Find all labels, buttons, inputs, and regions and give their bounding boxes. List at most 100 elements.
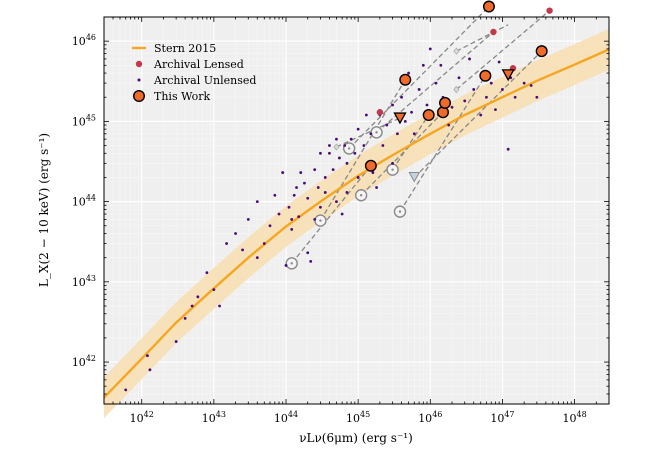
unlensed-point: [381, 144, 385, 147]
legend: Stern 2015 Archival Lensed Archival Unlens…: [132, 42, 256, 103]
magnification-line: [456, 24, 509, 52]
legend-marker: [132, 89, 145, 102]
unlensed-point: [428, 47, 432, 51]
magnification-line: [399, 75, 486, 212]
unlensed-point: [146, 354, 149, 358]
unlensed-point: [362, 144, 366, 147]
unlensed-point: [494, 108, 497, 112]
unlensed-point: [331, 168, 335, 172]
unlensed-point: [335, 137, 338, 141]
unlensed-point: [356, 127, 360, 131]
unlensed-point: [434, 81, 438, 85]
intrinsic-small-marker: [453, 47, 460, 55]
unlensed-point: [262, 242, 266, 245]
unlensed-point: [218, 304, 221, 308]
unlensed-point: [447, 123, 451, 127]
unlensed-point: [501, 88, 504, 91]
unlensed-point: [506, 147, 510, 151]
unlensed-point: [313, 217, 317, 221]
y-axis-label: L_X(2 − 10 keV) (erg s⁻¹): [37, 133, 51, 287]
unlensed-point: [273, 193, 277, 197]
x-tick-label: 1046: [418, 410, 442, 425]
magnification-line: [455, 10, 550, 90]
x-axis-ticks: 1042 1043 1044 1045 1046 1047 1048: [103, 17, 610, 425]
y-tick-label: 1044: [72, 194, 96, 209]
intrinsic-point-center: [347, 147, 351, 150]
this-work-point: [439, 96, 452, 109]
y-tick-label: 1045: [72, 113, 96, 128]
magnification-line: [336, 117, 401, 148]
unlensed-point: [303, 181, 306, 185]
y-tick-label: 1043: [72, 274, 96, 289]
unlensed-point: [306, 196, 310, 200]
unlensed-point: [353, 151, 357, 155]
intrinsic-point-center: [375, 131, 378, 134]
unlensed-point: [297, 215, 301, 219]
unlensed-point: [369, 132, 373, 136]
unlensed-point: [343, 144, 347, 147]
unlensed-point: [323, 191, 327, 194]
stern-2015-relation: [103, 48, 610, 399]
unlensed-point: [241, 248, 244, 252]
unlensed-point: [323, 176, 327, 179]
unlensed-point: [371, 171, 375, 174]
legend-marker: [137, 78, 141, 82]
intrinsic-upper-limit: [408, 171, 421, 183]
unlensed-point: [205, 271, 209, 275]
unlensed-point: [277, 212, 281, 216]
unlensed-point: [364, 113, 368, 117]
unlensed-point: [212, 288, 216, 292]
y-tick-label: 1046: [72, 33, 96, 48]
magnification-line: [348, 6, 490, 149]
legend-label: Stern 2015: [154, 42, 216, 55]
unlensed-point: [396, 132, 399, 136]
intrinsic-small-marker: [453, 85, 460, 94]
unlensed-point: [485, 95, 488, 99]
unlensed-point: [457, 76, 461, 80]
unlensed-point: [345, 191, 349, 194]
unlensed-point: [403, 119, 407, 123]
unlensed-point: [225, 242, 228, 245]
unlensed-point: [335, 200, 338, 204]
intrinsic-small-marker: [333, 143, 340, 151]
magnification-line: [291, 165, 372, 264]
unlensed-point: [529, 84, 533, 87]
magnification-line: [319, 79, 406, 221]
unlensed-point: [174, 340, 178, 343]
legend-label: Archival Unlensed: [153, 74, 256, 87]
unlensed-point: [268, 224, 272, 228]
unlensed-point: [234, 232, 237, 235]
unlensed-point: [319, 151, 322, 155]
unlensed-point: [290, 217, 294, 221]
lensed-point: [376, 109, 384, 116]
unlensed-point: [472, 88, 476, 91]
unlensed-point: [385, 123, 389, 127]
unlensed-point: [292, 193, 296, 197]
this-work-points: [364, 0, 548, 172]
plot-frame: [103, 16, 610, 405]
this-work-point: [482, 0, 495, 13]
unlensed-point: [328, 144, 331, 147]
unlensed-point: [340, 212, 344, 216]
magnification-line: [413, 50, 543, 178]
unlensed-point: [412, 132, 416, 136]
intrinsic-point-center: [290, 262, 293, 265]
legend-marker: [135, 60, 143, 68]
unlensed-point: [295, 186, 298, 189]
this-work-upper-limit: [501, 69, 515, 82]
unlensed-point: [319, 205, 322, 209]
unlensed-point: [290, 228, 294, 231]
unlensed-point: [513, 95, 517, 99]
unlensed-point: [349, 137, 353, 141]
lensed-point: [546, 7, 553, 14]
unlensed-point: [425, 103, 429, 107]
unlensed-point: [468, 57, 471, 61]
unlensed-point: [196, 295, 200, 299]
unlensed-point: [345, 161, 349, 165]
this-work-point: [535, 45, 548, 58]
intrinsic-point-center: [398, 210, 402, 213]
x-tick-label: 1047: [490, 410, 514, 425]
unlensed-point: [407, 71, 410, 75]
x-tick-label: 1042: [130, 410, 154, 425]
